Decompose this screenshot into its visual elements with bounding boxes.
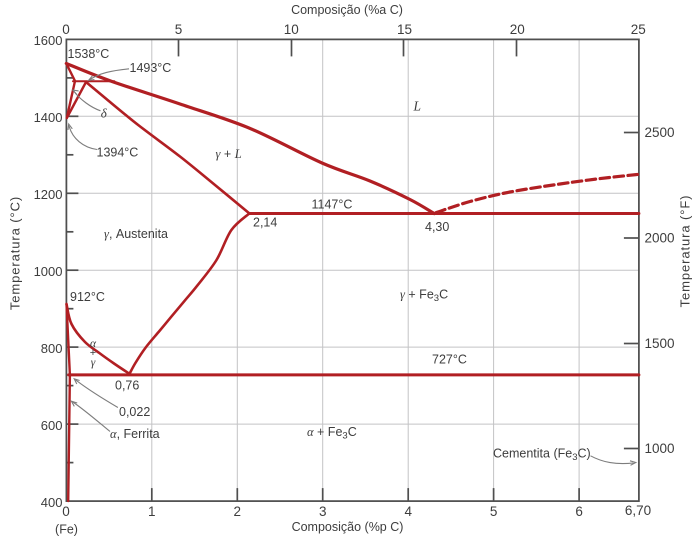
svg-text:10: 10 — [284, 22, 299, 37]
svg-text:3: 3 — [319, 504, 327, 519]
svg-text:Temperatura (°F): Temperatura (°F) — [678, 195, 693, 308]
svg-text:γ, Austenita: γ, Austenita — [104, 227, 168, 241]
svg-text:Temperatura (°C): Temperatura (°C) — [8, 196, 23, 310]
svg-text:1394°C: 1394°C — [97, 146, 139, 160]
svg-text:2,14: 2,14 — [253, 216, 277, 230]
svg-text:0,022: 0,022 — [119, 405, 150, 419]
svg-text:1500: 1500 — [645, 336, 675, 351]
svg-text:0: 0 — [62, 22, 70, 37]
svg-text:1: 1 — [148, 504, 156, 519]
svg-text:γ + L: γ + L — [216, 147, 242, 161]
svg-text:0,76: 0,76 — [115, 378, 139, 392]
svg-text:(Fe): (Fe) — [55, 523, 78, 537]
svg-text:α, Ferrita: α, Ferrita — [110, 427, 160, 441]
svg-text:δ: δ — [101, 105, 108, 120]
svg-text:4: 4 — [404, 504, 412, 519]
svg-text:1493°C: 1493°C — [130, 61, 172, 75]
svg-text:15: 15 — [397, 22, 412, 37]
svg-text:γ: γ — [91, 357, 96, 369]
svg-text:1147°C: 1147°C — [312, 197, 353, 211]
svg-text:6,70: 6,70 — [625, 503, 651, 518]
svg-text:α: α — [90, 338, 97, 350]
svg-text:5: 5 — [490, 504, 498, 519]
svg-text:0: 0 — [62, 504, 70, 519]
svg-text:Composição (%a C): Composição (%a C) — [291, 3, 403, 17]
svg-text:Composição (%p C): Composição (%p C) — [292, 520, 404, 534]
svg-text:1000: 1000 — [34, 264, 63, 279]
svg-text:20: 20 — [510, 22, 525, 37]
svg-text:2500: 2500 — [645, 125, 675, 140]
svg-text:+: + — [90, 347, 96, 359]
svg-text:600: 600 — [41, 418, 63, 433]
svg-text:25: 25 — [631, 22, 646, 37]
svg-text:2000: 2000 — [645, 231, 675, 246]
svg-text:4,30: 4,30 — [425, 220, 449, 234]
svg-text:912°C: 912°C — [70, 290, 105, 304]
svg-text:800: 800 — [41, 341, 63, 356]
svg-text:Cementita (Fe3C): Cementita (Fe3C) — [493, 447, 591, 464]
svg-text:6: 6 — [575, 504, 583, 519]
svg-text:1200: 1200 — [34, 187, 63, 202]
svg-text:1400: 1400 — [34, 110, 63, 125]
svg-text:L: L — [413, 98, 422, 113]
svg-text:1538°C: 1538°C — [68, 47, 110, 61]
svg-text:2: 2 — [234, 504, 242, 519]
svg-text:400: 400 — [41, 495, 63, 510]
svg-text:1000: 1000 — [645, 441, 675, 456]
svg-text:1600: 1600 — [34, 33, 63, 48]
svg-text:727°C: 727°C — [432, 352, 467, 366]
svg-text:5: 5 — [175, 22, 183, 37]
